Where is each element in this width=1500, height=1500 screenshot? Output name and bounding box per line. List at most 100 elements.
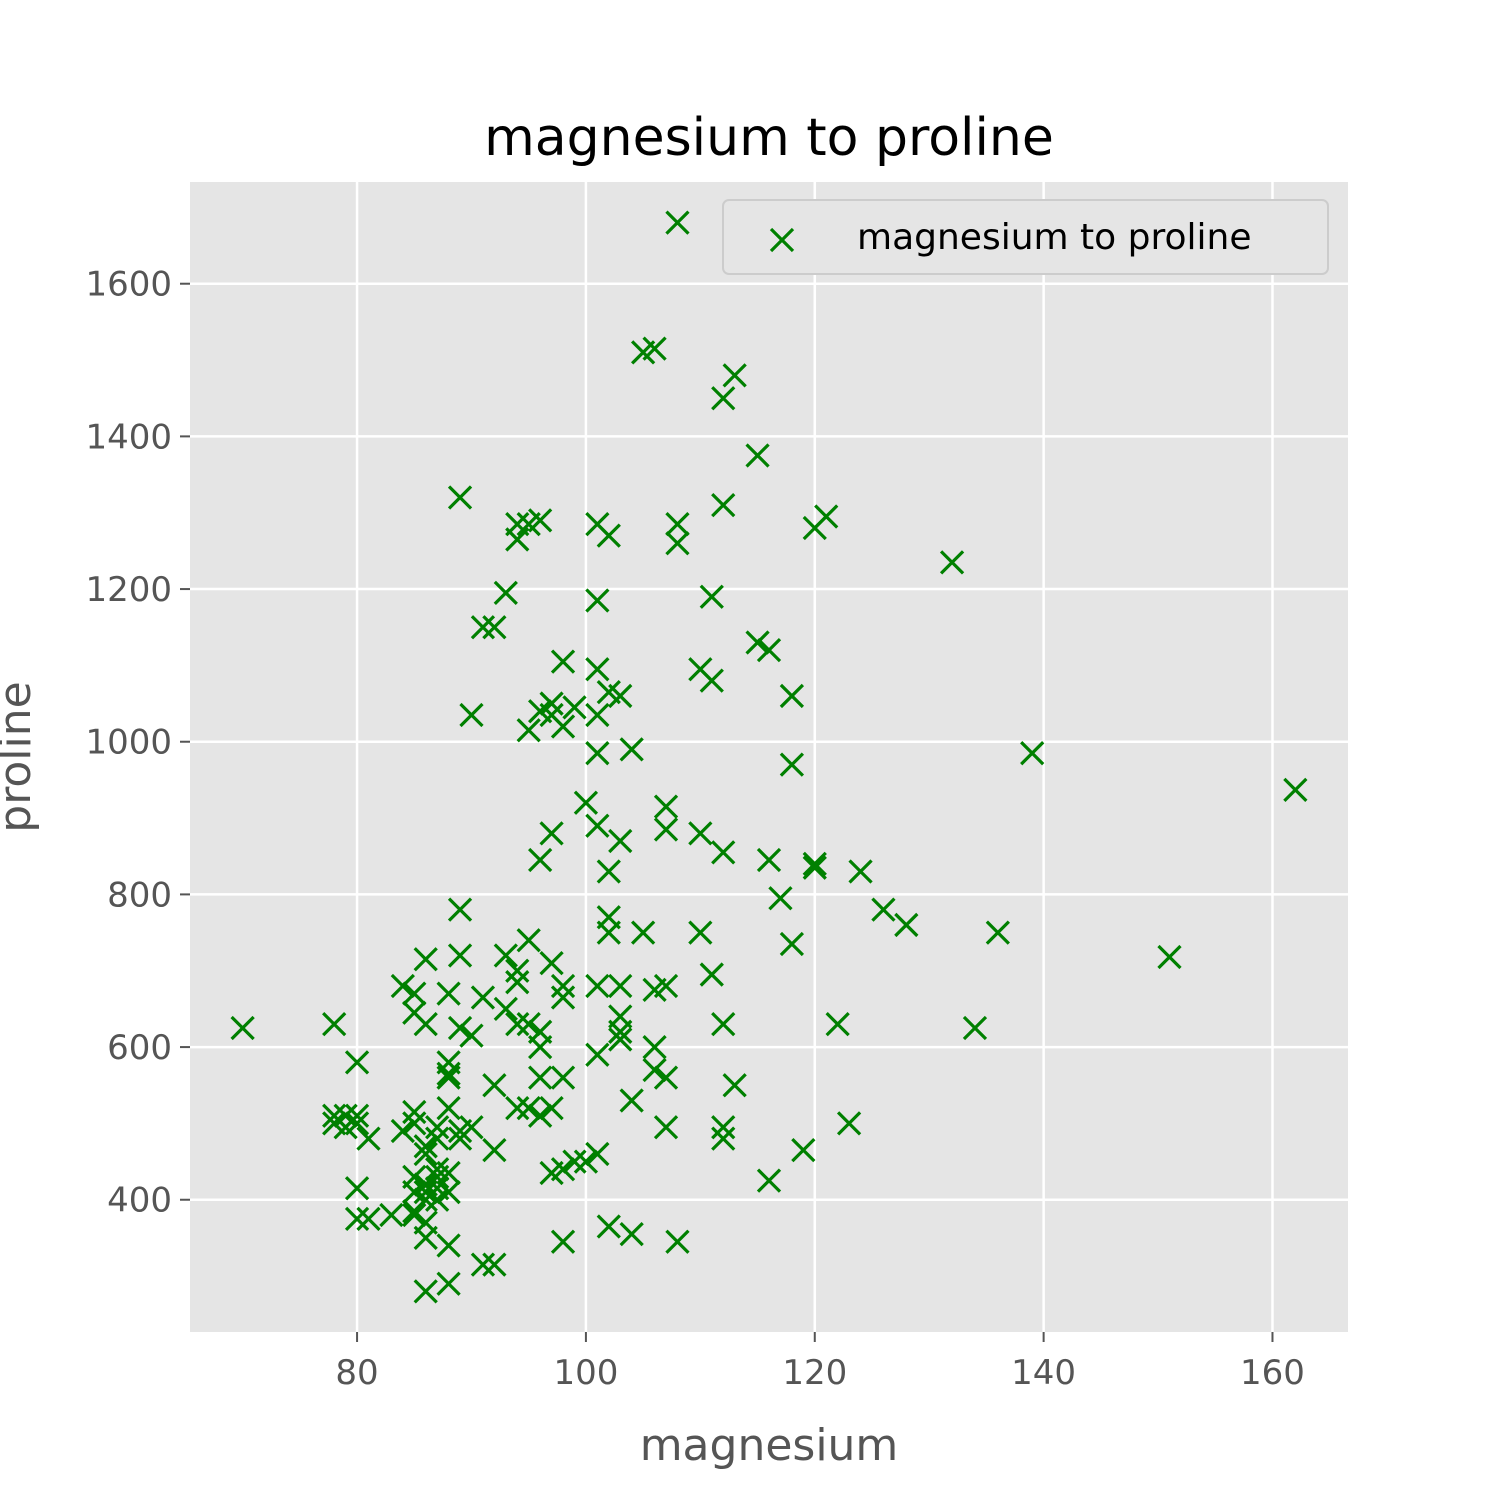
data-point [539,950,564,976]
data-point [539,1096,564,1121]
data-point [505,958,530,983]
data-point [493,943,518,968]
data-point [436,1271,461,1296]
data-point [791,1137,816,1163]
data-point [585,1141,610,1167]
data-point [550,714,576,739]
grid-lines [190,182,1348,1332]
data-point [539,691,564,716]
y-tick-label: 1600 [85,265,172,305]
data-point [894,912,919,938]
x-tick-label: 100 [553,1353,618,1393]
y-axis-label: proline [0,681,41,832]
data-point [470,985,496,1010]
data-point [619,737,644,762]
data-point [779,752,805,777]
data-point [825,1012,850,1037]
data-point [402,1179,427,1205]
data-point [379,1202,404,1228]
data-point [436,1233,461,1258]
data-point [722,1073,747,1098]
data-point [436,1065,461,1090]
legend: magnesium to proline [722,199,1329,275]
data-point [711,386,736,411]
data-point [585,813,610,838]
data-point [356,1206,381,1231]
data-point [436,1061,461,1086]
data-point [939,550,965,575]
data-point [608,973,633,999]
data-point [688,821,713,846]
data-point [585,702,610,728]
data-point [814,504,839,529]
data-point [653,794,679,819]
data-point [711,1012,736,1037]
data-point [516,1012,541,1037]
data-point [516,718,541,743]
data-point [585,657,610,682]
data-point [402,1202,427,1228]
data-point [505,1012,530,1037]
data-point [550,1065,576,1090]
data-point [1283,777,1308,802]
data-point [699,584,724,609]
data-point [562,695,587,720]
data-point [447,943,473,968]
data-point [1157,944,1182,970]
data-point [768,886,793,911]
data-point [413,1134,438,1159]
data-point [390,973,415,999]
y-tick-label: 600 [107,1028,172,1068]
data-point [413,947,438,972]
data-point [230,1015,255,1041]
data-point [596,523,621,548]
data-point [436,1096,461,1121]
data-point [802,851,827,877]
x-tick-label: 120 [782,1353,847,1393]
data-point [653,1065,679,1090]
data-point [585,741,610,766]
data-point [596,1214,621,1239]
data-point [402,1099,427,1125]
data-point [573,1149,599,1174]
data-point [528,1065,553,1090]
data-point [608,828,633,854]
data-point [505,1096,530,1121]
data-point [550,1229,576,1254]
data-point [505,970,530,995]
chart-title: magnesium to proline [484,108,1054,168]
legend-entry-label: magnesium to proline [857,217,1251,258]
x-tick-label: 80 [335,1353,378,1393]
legend-marker-x [769,227,795,253]
data-point [653,1115,679,1140]
data-point [333,1103,358,1128]
data-point [550,985,576,1010]
x-tick-label: 160 [1240,1353,1305,1393]
data-point [447,1015,473,1041]
y-tick-label: 1000 [85,723,172,763]
y-tick-label: 800 [107,875,172,915]
data-point [482,1073,507,1098]
data-point [985,920,1010,945]
data-point [528,1034,553,1060]
data-point [619,1088,644,1113]
data-point [402,1111,427,1136]
plot-area [190,182,1348,1332]
data-point [619,1221,644,1247]
data-point [711,492,736,518]
data-point [356,1126,381,1151]
data-point [665,1229,690,1254]
data-point [665,512,690,537]
data-point [642,336,667,361]
data-point [699,668,724,693]
data-point [756,637,782,663]
data-point [665,210,690,235]
data-point [447,485,473,510]
data-point [459,1115,484,1140]
legend-marker [769,227,795,253]
data-point [596,920,621,945]
x-tick-label: 140 [1011,1353,1076,1393]
data-point [413,1012,438,1037]
data-point [482,1137,507,1163]
